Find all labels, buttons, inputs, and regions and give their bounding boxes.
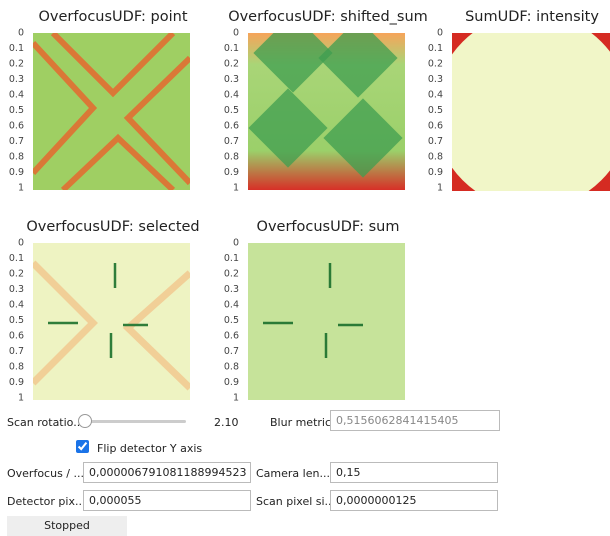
y-tick-label: 0 <box>233 238 239 249</box>
y-tick-label: 1 <box>18 393 24 404</box>
y-tick-label: 0.1 <box>224 43 239 54</box>
heatmap-image <box>434 13 610 209</box>
y-tick-label: 0.2 <box>9 269 24 280</box>
heatmap-image <box>248 243 405 400</box>
y-tick-label: 0.6 <box>9 121 24 132</box>
y-tick-label: 1 <box>437 183 443 194</box>
y-tick-label: 0.9 <box>9 167 24 178</box>
panel: OverfocusUDF: point 0 0.1 0.2 0.3 0.4 0.5 0.6 0.… <box>9 9 190 194</box>
y-tick-label: 0.3 <box>224 284 239 295</box>
y-tick-label: 0.7 <box>224 136 239 147</box>
y-tick-label: 0.8 <box>224 362 239 373</box>
y-tick-label: 0.9 <box>428 167 443 178</box>
panel-title: SumUDF: intensity <box>465 9 599 25</box>
y-tick-label: 0.8 <box>428 152 443 163</box>
y-tick-label: 0.6 <box>9 331 24 342</box>
y-tick-label: 0.2 <box>428 59 443 70</box>
y-tick-label: 0.7 <box>9 136 24 147</box>
overfocus-label: Overfocus / ... <box>7 467 84 480</box>
camera-length-label: Camera len... <box>256 467 330 480</box>
heat-bg <box>33 33 190 190</box>
flip-label: Flip detector Y axis <box>97 442 202 455</box>
y-tick-label: 0.6 <box>224 331 239 342</box>
y-tick-label: 0 <box>18 28 24 39</box>
y-tick-label: 0.6 <box>224 121 239 132</box>
panel: OverfocusUDF: sum 0 0.1 0.2 0.3 0.4 0.5 0.6 0.7 0… <box>224 219 405 404</box>
heat-bg <box>248 243 405 400</box>
y-tick-label: 0 <box>437 28 443 39</box>
detector-pixel-label: Detector pix... <box>7 495 85 508</box>
panel-title: OverfocusUDF: selected <box>26 219 199 235</box>
y-tick-label: 0.4 <box>428 90 443 101</box>
y-tick-label: 0.1 <box>9 253 24 264</box>
y-tick-label: 0.2 <box>224 59 239 70</box>
page: OverfocusUDF: point 0 0.1 0.2 0.3 0.4 0.5 0.6 0.… <box>0 0 610 536</box>
blur-metric-input: 0,5156062841415405 <box>330 410 500 431</box>
panel-title: OverfocusUDF: sum <box>257 219 400 235</box>
slider-thumb[interactable] <box>78 414 92 428</box>
y-tick-label: 0.7 <box>9 346 24 357</box>
y-tick-label: 0.3 <box>224 74 239 85</box>
y-tick-label: 0.8 <box>9 362 24 373</box>
y-tick-label: 0.5 <box>9 105 24 116</box>
panel: SumUDF: intensity 0 0.1 0.2 0.3 0.4 0.5 0.6 0.7 0… <box>428 9 610 209</box>
y-tick-label: 0.4 <box>224 90 239 101</box>
panel: OverfocusUDF: shifted_sum 0 0.1 0.2 0.3 0.4 0.… <box>224 9 428 194</box>
heatmap-image <box>33 33 190 190</box>
y-tick-label: 0.5 <box>9 315 24 326</box>
stopped-button[interactable]: Stopped <box>7 516 127 536</box>
y-tick-label: 0.2 <box>224 269 239 280</box>
scan-rotation-value: 2.10 <box>214 416 239 429</box>
y-tick-label: 0.1 <box>9 43 24 54</box>
heatmap-image <box>248 13 405 190</box>
blur-metric-label: Blur metric <box>270 416 331 429</box>
y-tick-label: 0.6 <box>428 121 443 132</box>
y-tick-label: 0.3 <box>9 74 24 85</box>
y-tick-label: 0.8 <box>9 152 24 163</box>
heat-bg <box>33 243 190 400</box>
y-tick-label: 0.3 <box>428 74 443 85</box>
y-tick-label: 0.4 <box>9 90 24 101</box>
y-tick-label: 0.3 <box>9 284 24 295</box>
heatmap-image <box>33 243 190 400</box>
y-tick-label: 0.4 <box>9 300 24 311</box>
y-tick-label: 0 <box>18 238 24 249</box>
y-tick-label: 0.1 <box>224 253 239 264</box>
y-tick-label: 0.9 <box>224 167 239 178</box>
y-tick-label: 0.2 <box>9 59 24 70</box>
panel-title: OverfocusUDF: point <box>38 9 187 25</box>
y-tick-label: 0.9 <box>9 377 24 388</box>
y-tick-label: 0.7 <box>428 136 443 147</box>
y-tick-label: 0.9 <box>224 377 239 388</box>
y-tick-label: 0.4 <box>224 300 239 311</box>
detector-pixel-input[interactable]: 0,000055 <box>83 490 251 511</box>
scan-pixel-input[interactable]: 0,0000000125 <box>330 490 498 511</box>
overfocus-input[interactable]: 0,000006791081188994523 4 <box>83 462 251 483</box>
camera-length-input[interactable]: 0,15 <box>330 462 498 483</box>
y-tick-label: 0.5 <box>428 105 443 116</box>
y-tick-label: 0.5 <box>224 105 239 116</box>
scan-pixel-label: Scan pixel si... <box>256 495 335 508</box>
y-tick-label: 1 <box>233 183 239 194</box>
panel-title: OverfocusUDF: shifted_sum <box>228 9 428 25</box>
y-tick-label: 1 <box>233 393 239 404</box>
y-tick-label: 0.8 <box>224 152 239 163</box>
flip-checkbox[interactable] <box>76 440 89 453</box>
y-tick-label: 0 <box>233 28 239 39</box>
plots: OverfocusUDF: point 0 0.1 0.2 0.3 0.4 0.5 0.6 0.… <box>0 0 610 405</box>
slider-track[interactable] <box>84 420 186 423</box>
y-tick-label: 0.7 <box>224 346 239 357</box>
y-tick-label: 0.1 <box>428 43 443 54</box>
y-tick-label: 1 <box>18 183 24 194</box>
y-tick-label: 0.5 <box>224 315 239 326</box>
scan-rotation-label: Scan rotatio... <box>7 416 84 429</box>
